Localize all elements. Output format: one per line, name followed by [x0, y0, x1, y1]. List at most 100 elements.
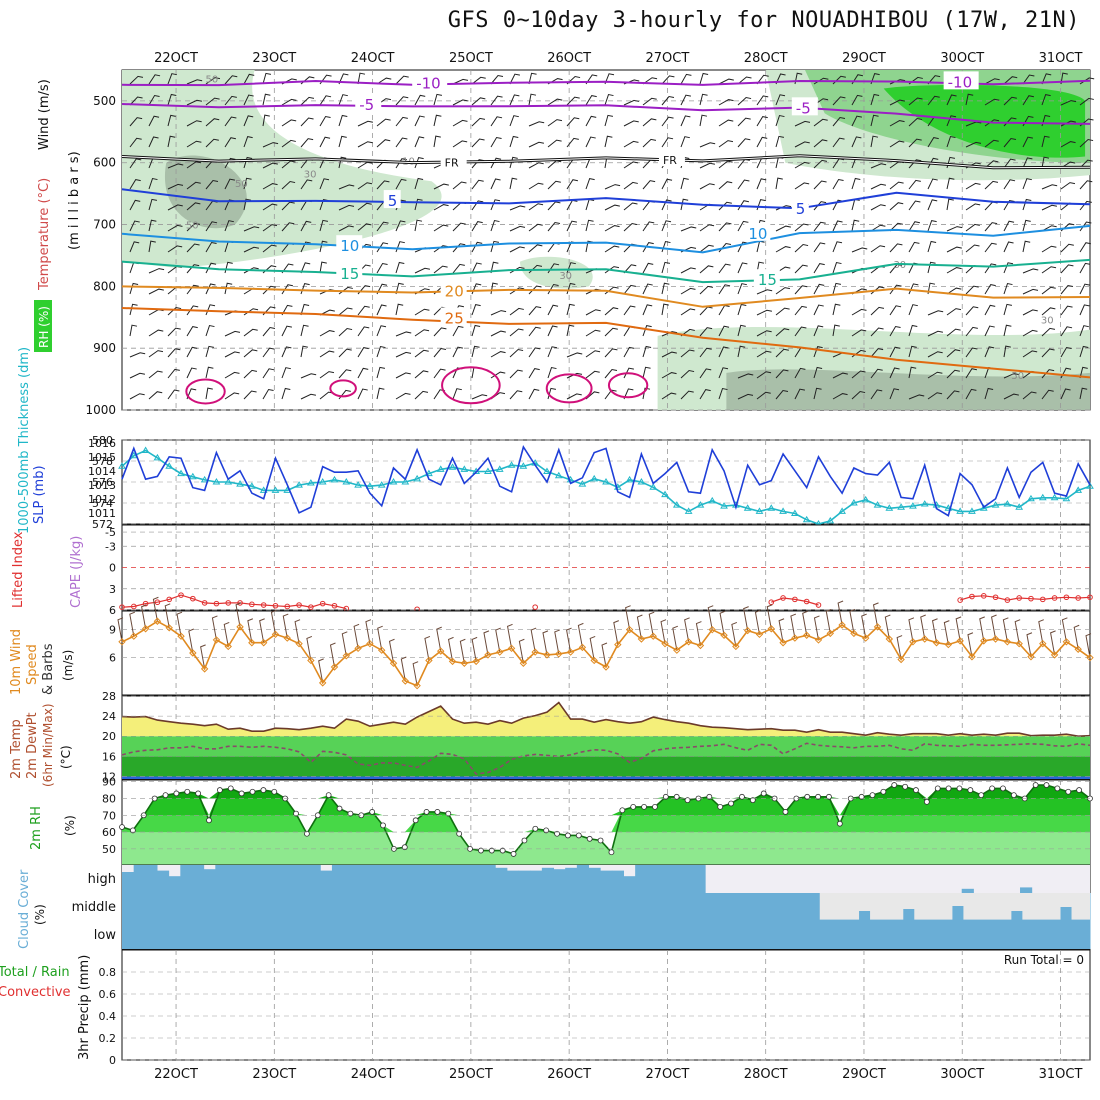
cloud-bar — [786, 921, 799, 949]
wind-barb — [832, 96, 846, 106]
rh-panel: 50 60 70 80 90 2m RH (%) — [29, 776, 1093, 866]
cloud-bar — [203, 869, 216, 893]
wind-barb — [946, 198, 954, 211]
tick-label: -3 — [105, 540, 116, 553]
ylabel-wind: Speed — [25, 644, 40, 685]
wind-barb — [318, 658, 324, 683]
li-point — [532, 604, 538, 610]
cloud-bar — [448, 865, 461, 893]
wind-barb — [148, 350, 164, 358]
tick-label: 28 — [102, 690, 116, 703]
rh-point — [216, 787, 223, 793]
rh-point — [260, 787, 267, 793]
cloud-bar — [460, 921, 473, 949]
wind-barb — [1003, 96, 1017, 106]
wind-barb — [642, 180, 656, 190]
wind-barb — [395, 178, 407, 190]
wind-barb — [243, 246, 260, 253]
wind-barb — [870, 204, 886, 211]
wind-barb — [262, 368, 275, 379]
isotherm-15 — [121, 258, 1091, 284]
wind-barb — [1041, 245, 1057, 253]
cloud-bar — [821, 921, 834, 949]
wind-barb — [509, 266, 525, 274]
thickness-point — [460, 465, 469, 472]
cloud-bar — [273, 865, 286, 893]
wind-barb — [1079, 387, 1088, 400]
wind-barb — [908, 138, 922, 148]
thickness-point — [1074, 486, 1083, 493]
wind-barb — [754, 609, 761, 635]
rh-gray-region — [164, 155, 247, 229]
wind-barb — [946, 246, 962, 253]
isotherm-label: 15 — [340, 265, 359, 283]
cloud-bar — [425, 865, 438, 893]
wind-speed-point — [980, 637, 988, 645]
wind-speed-point — [968, 653, 976, 661]
li-point — [178, 592, 184, 598]
rh-point — [945, 785, 952, 792]
wind-speed-point — [460, 659, 469, 667]
wind-barb — [756, 178, 767, 190]
wind-barb — [946, 135, 956, 148]
wind-barb — [186, 264, 200, 274]
wind-barb — [376, 283, 388, 295]
wind-barb — [1003, 324, 1012, 337]
rh-point — [1000, 785, 1006, 792]
wind-barb — [851, 391, 866, 400]
cloud-bar — [122, 872, 135, 893]
isotherm-label: 5 — [388, 192, 398, 210]
cloud-bar — [868, 921, 881, 949]
rh-point — [749, 797, 756, 804]
tick-label: 500 — [93, 94, 116, 108]
wind-barb — [775, 348, 789, 358]
wind-barb — [395, 158, 407, 169]
cloud-bar — [996, 921, 1009, 949]
cloud-bar — [320, 921, 333, 949]
thickness-point — [897, 503, 906, 510]
cloud-bar — [366, 921, 380, 949]
wind-barb — [395, 116, 408, 127]
wind-barb — [851, 94, 863, 106]
wind-speed-point — [720, 631, 728, 639]
wind-barb — [1079, 77, 1095, 85]
wind-barb — [414, 198, 423, 211]
cloud-bar — [495, 921, 508, 949]
wind-barb — [623, 99, 640, 106]
wind-barb — [395, 282, 404, 295]
wind-barb — [851, 329, 867, 337]
cloud-bar — [810, 893, 823, 921]
x-tick-label: 22OCT — [154, 1067, 198, 1082]
wind-barb — [341, 631, 348, 656]
wind-barb — [889, 99, 905, 106]
wind-barb — [433, 93, 443, 106]
wind-barb — [141, 604, 147, 629]
thickness-point — [495, 465, 504, 472]
wind-barb — [395, 220, 406, 232]
cloud-bar — [471, 893, 485, 921]
isotherm-label-bg — [355, 94, 382, 113]
thickness-point — [861, 495, 870, 503]
wind-barb — [604, 73, 615, 85]
wind-barb — [306, 636, 313, 661]
wind-barb — [186, 243, 200, 253]
wind-barb — [186, 161, 202, 169]
rh-point — [380, 822, 386, 829]
cloud-bar — [436, 893, 450, 921]
wind-speed-point — [401, 677, 410, 685]
wind-barb — [870, 183, 887, 190]
cloud-bar — [728, 893, 741, 921]
cloud-bar — [751, 921, 764, 949]
cloud-bar — [1008, 921, 1021, 949]
wind-barb — [1085, 633, 1092, 658]
wind-barb — [528, 93, 537, 106]
cloud-bar — [203, 921, 216, 949]
wind-barb — [129, 158, 142, 169]
rh-point — [815, 793, 821, 800]
cloud-bar — [553, 893, 566, 921]
thickness-point — [979, 504, 988, 511]
x-tick-label: 27OCT — [646, 51, 690, 66]
wind-barb — [319, 240, 328, 253]
wind-barb — [509, 135, 519, 148]
